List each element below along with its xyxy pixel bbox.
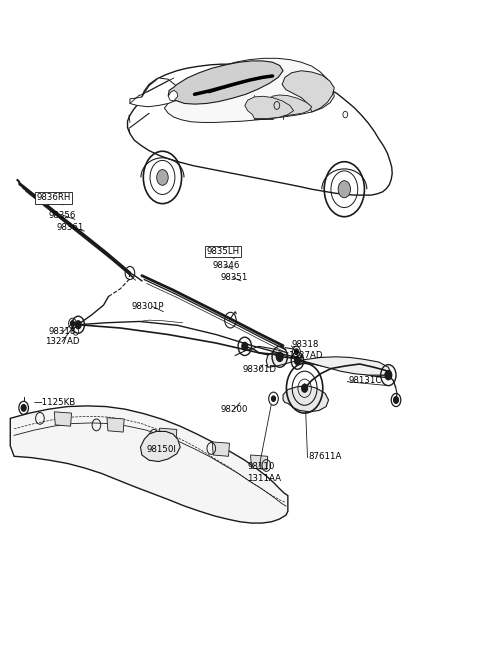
Circle shape — [21, 405, 26, 411]
Text: 87611A: 87611A — [308, 452, 341, 461]
Polygon shape — [128, 64, 392, 195]
Text: 98131C: 98131C — [348, 376, 382, 385]
Polygon shape — [282, 71, 334, 112]
Polygon shape — [159, 428, 177, 443]
Circle shape — [75, 321, 81, 329]
Text: 1327AD: 1327AD — [45, 337, 79, 346]
Circle shape — [276, 352, 283, 361]
Circle shape — [295, 357, 300, 365]
Text: 98110: 98110 — [247, 462, 275, 471]
Text: 98351: 98351 — [221, 273, 248, 282]
Polygon shape — [168, 61, 283, 104]
Circle shape — [385, 371, 392, 380]
Text: 98356: 98356 — [48, 211, 76, 220]
Polygon shape — [54, 412, 72, 426]
Text: 98301P: 98301P — [132, 302, 164, 311]
Circle shape — [242, 342, 248, 350]
Circle shape — [157, 170, 168, 185]
Polygon shape — [164, 58, 334, 123]
Polygon shape — [107, 418, 124, 432]
Text: 9835LH: 9835LH — [206, 247, 240, 256]
Text: 98301D: 98301D — [242, 365, 276, 375]
Polygon shape — [10, 406, 288, 523]
Circle shape — [295, 349, 299, 354]
Text: 98318: 98318 — [48, 327, 76, 336]
Text: 1311AA: 1311AA — [247, 474, 281, 483]
Polygon shape — [269, 95, 312, 116]
Polygon shape — [266, 353, 391, 375]
Text: 98200: 98200 — [221, 405, 248, 414]
Text: 98150I: 98150I — [147, 445, 177, 454]
Polygon shape — [212, 442, 229, 457]
Text: 1327AD: 1327AD — [288, 351, 323, 360]
Circle shape — [338, 180, 350, 197]
Text: 98346: 98346 — [213, 261, 240, 270]
Circle shape — [394, 397, 398, 403]
Polygon shape — [168, 91, 178, 101]
Circle shape — [272, 396, 276, 401]
Text: 98361: 98361 — [57, 222, 84, 232]
Circle shape — [71, 321, 74, 326]
Circle shape — [302, 384, 308, 392]
Polygon shape — [251, 455, 268, 470]
Polygon shape — [245, 96, 294, 119]
Polygon shape — [283, 386, 328, 412]
Text: 98318: 98318 — [292, 340, 319, 349]
Text: —1125KB: —1125KB — [33, 398, 75, 407]
Polygon shape — [130, 78, 187, 107]
Text: 9836RH: 9836RH — [36, 194, 71, 202]
Polygon shape — [141, 432, 180, 462]
